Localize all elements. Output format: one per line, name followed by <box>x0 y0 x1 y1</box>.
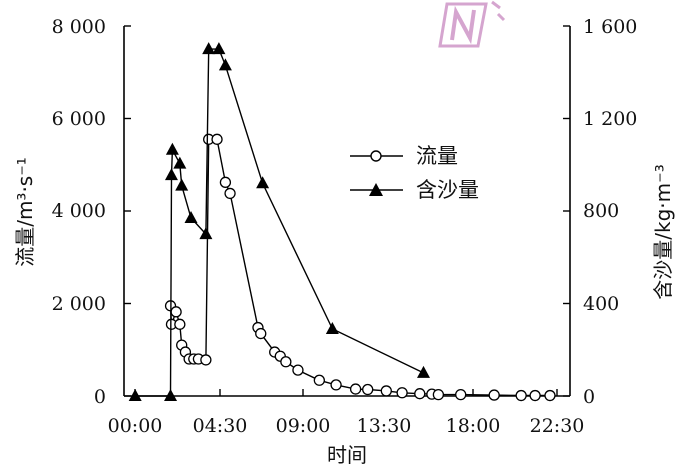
left-y-tick-labels: 0 2 000 4 000 6 000 8 000 <box>52 16 106 408</box>
discharge-point <box>455 388 467 401</box>
legend-marker-discharge <box>370 150 382 162</box>
sediment-point <box>165 142 179 155</box>
x-axis-title: 时间 <box>327 443 367 467</box>
right-y-tick-label: 400 <box>583 293 619 315</box>
x-tick-label: 18:00 <box>446 415 501 437</box>
left-y-axis-title: 流量/m³·s⁻¹ <box>13 157 37 267</box>
discharge-point <box>432 388 445 401</box>
sediment-point <box>175 178 189 191</box>
right-y-tick-label: 1 600 <box>583 16 637 38</box>
right-y-tick-labels: 0 400 800 1 200 1 600 <box>583 16 637 408</box>
left-y-tick-label: 0 <box>94 386 106 408</box>
discharge-point <box>280 356 292 368</box>
discharge-point <box>529 389 541 402</box>
sediment-point <box>184 210 198 223</box>
sediment-point <box>128 389 142 401</box>
legend-marker-sediment <box>369 183 383 196</box>
discharge-point <box>544 389 556 402</box>
discharge-point <box>200 354 212 366</box>
discharge-point <box>174 318 186 330</box>
left-y-tick-label: 2 000 <box>52 293 106 315</box>
legend-label-discharge: 流量 <box>416 144 458 168</box>
sediment-point <box>212 42 226 55</box>
sediment-point <box>164 389 178 401</box>
axis-ticks <box>124 25 570 397</box>
discharge-point <box>488 389 500 401</box>
x-tick-label: 13:30 <box>357 415 412 437</box>
discharge-point <box>330 379 342 391</box>
sediment-point <box>164 168 178 181</box>
discharge-point <box>349 383 362 395</box>
discharge-point <box>313 374 325 386</box>
x-tick-label: 04:30 <box>193 415 248 437</box>
discharge-point <box>380 385 392 397</box>
discharge-point <box>515 389 527 402</box>
sediment-point <box>202 42 216 55</box>
left-y-tick-label: 4 000 <box>52 200 106 222</box>
series-layer <box>128 42 556 402</box>
discharge-point <box>219 176 232 188</box>
left-y-tick-label: 8 000 <box>52 16 106 38</box>
legend: 流量 含沙量 <box>350 144 479 202</box>
x-tick-label: 00:00 <box>108 415 163 437</box>
sediment-point <box>325 321 339 334</box>
discharge-point <box>362 383 374 396</box>
discharge-point <box>396 387 408 399</box>
right-y-tick-label: 0 <box>583 386 595 408</box>
x-tick-labels: 00:00 04:30 09:00 13:30 18:00 22:30 <box>108 415 585 437</box>
left-y-tick-label: 6 000 <box>52 108 106 130</box>
right-y-tick-label: 1 200 <box>583 108 637 130</box>
watermark-logo <box>438 0 506 48</box>
discharge-point <box>414 388 426 400</box>
sediment-point <box>256 176 270 189</box>
discharge-point <box>255 327 267 340</box>
discharge-point <box>170 306 182 318</box>
legend-label-sediment: 含沙量 <box>416 178 479 202</box>
x-tick-label: 09:00 <box>276 415 331 437</box>
right-y-tick-label: 800 <box>583 200 619 222</box>
x-tick-label: 22:30 <box>530 415 585 437</box>
right-y-axis-title: 含沙量/kg·m⁻³ <box>651 164 675 299</box>
sediment-point <box>417 365 430 378</box>
discharge-point <box>224 187 236 200</box>
discharge-point <box>211 133 223 145</box>
sediment-point <box>218 58 232 71</box>
sediment-point <box>199 227 213 240</box>
discharge-point <box>292 364 304 376</box>
sediment-point <box>173 156 187 169</box>
